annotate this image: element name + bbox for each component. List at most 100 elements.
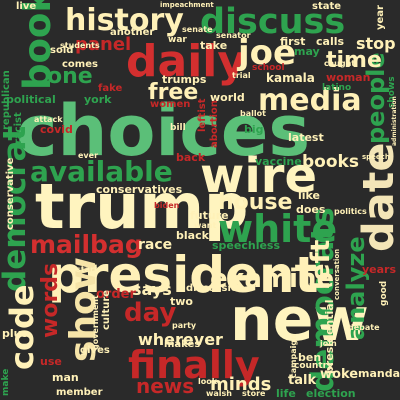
word-store: store — [242, 389, 266, 398]
word-history: history — [65, 3, 184, 38]
word-like: like — [298, 189, 321, 202]
word-ballot: ballot — [240, 109, 266, 118]
word-years: years — [362, 263, 397, 276]
word-finally: finally — [128, 343, 260, 387]
word-black: black — [176, 229, 209, 242]
word-news: news — [136, 374, 195, 398]
word-makes: makes — [164, 339, 201, 350]
word-world: world — [210, 91, 245, 104]
word-plus: plus — [2, 327, 29, 340]
word-want: want — [194, 221, 217, 230]
word-joe: joe — [238, 33, 297, 73]
word-senator: senator — [216, 31, 251, 40]
word-member: member — [56, 387, 103, 398]
word-good: good — [379, 280, 389, 306]
word-latest: latest — [288, 131, 324, 144]
word-leftist: leftist — [197, 98, 208, 132]
word-war: war — [168, 35, 187, 45]
word-school: school — [252, 63, 285, 73]
word-president: president — [48, 246, 319, 304]
word-use: use — [40, 355, 62, 368]
word-join: join — [320, 339, 337, 348]
word-sold: sold — [50, 45, 74, 56]
word-day: day — [124, 298, 177, 328]
word-minds: minds — [210, 374, 272, 395]
word-wherever: wherever — [138, 330, 223, 349]
word-comes: comes — [62, 59, 98, 70]
word-senate: senate — [182, 25, 213, 34]
word-says: says — [132, 280, 172, 299]
word-time: time — [326, 48, 382, 73]
word-attack: attack — [34, 115, 63, 124]
word-conservatives: conservatives — [96, 183, 183, 196]
word-race: race — [138, 237, 173, 253]
word-york: york — [84, 93, 112, 106]
word-free: free — [148, 80, 199, 105]
word-politics: politics — [334, 207, 367, 216]
word-students: students — [60, 41, 100, 50]
word-women: women — [150, 99, 191, 110]
word-abortion: abortion — [209, 100, 220, 148]
word-house: house — [218, 190, 293, 215]
word-gives: gives — [80, 345, 110, 356]
word-country: country — [294, 361, 333, 371]
word-campaign: campaign — [289, 334, 298, 378]
word-covid: covid — [40, 123, 73, 136]
word-vaccine: vaccine — [255, 155, 302, 168]
word-look: look — [198, 377, 218, 386]
word-woke: woke — [320, 367, 359, 382]
word-mandate: mandate — [358, 367, 400, 380]
word-state: state — [312, 1, 342, 12]
word-back: back — [176, 151, 206, 164]
word-talk: talk — [288, 373, 317, 388]
word-debate: debate — [348, 323, 380, 332]
word-choices: choices — [16, 90, 311, 172]
word-new: new — [230, 285, 369, 355]
word-media: media — [258, 83, 362, 118]
word-another: another — [110, 27, 155, 38]
word-man: man — [52, 371, 79, 384]
word-kamala: kamala — [266, 71, 315, 85]
word-ben: ben — [298, 351, 322, 364]
word-discussion: discussion — [186, 283, 245, 294]
word-panel: panel — [75, 34, 132, 55]
word-does: does — [296, 203, 326, 216]
word-trial: trial — [232, 71, 251, 80]
word-future: future — [190, 209, 229, 222]
word-big: big — [244, 123, 264, 136]
word-words: words — [38, 262, 63, 338]
word-stop: stop — [356, 34, 396, 53]
word-government: government — [91, 295, 100, 350]
word-make: make — [1, 368, 11, 396]
word-ever: ever — [78, 151, 99, 160]
word-political: political — [6, 93, 56, 106]
word-white: white — [218, 207, 338, 251]
word-culture: culture — [101, 289, 112, 330]
word-impeachment: impeachment — [160, 1, 214, 9]
word-caught: caught — [324, 59, 356, 68]
word-speech: speech — [362, 153, 390, 161]
word-election: election — [306, 387, 356, 400]
word-racist: racist — [13, 112, 24, 144]
word-woman: woman — [326, 71, 371, 84]
word-books: books — [302, 152, 359, 172]
word-party: party — [172, 321, 197, 330]
word-life: life — [276, 387, 296, 400]
word-daily: daily — [126, 36, 247, 87]
word-latino: latino — [322, 83, 352, 93]
word-calls: calls — [316, 35, 345, 48]
word-trumps: trumps — [162, 73, 207, 86]
word-discuss: discuss — [200, 2, 346, 42]
word-administration: administration — [391, 96, 398, 146]
word-order: order — [96, 287, 136, 302]
word-fake: fake — [98, 83, 123, 94]
word-may: may — [294, 45, 320, 58]
word-available: available — [30, 155, 173, 188]
word-conservative: conservative — [5, 157, 16, 230]
word-start: start — [76, 265, 98, 274]
word-examine: examine — [210, 264, 335, 294]
word-biden: biden — [154, 201, 180, 210]
word-mailbag: mailbag — [30, 230, 143, 259]
word-live: live — [16, 1, 37, 12]
